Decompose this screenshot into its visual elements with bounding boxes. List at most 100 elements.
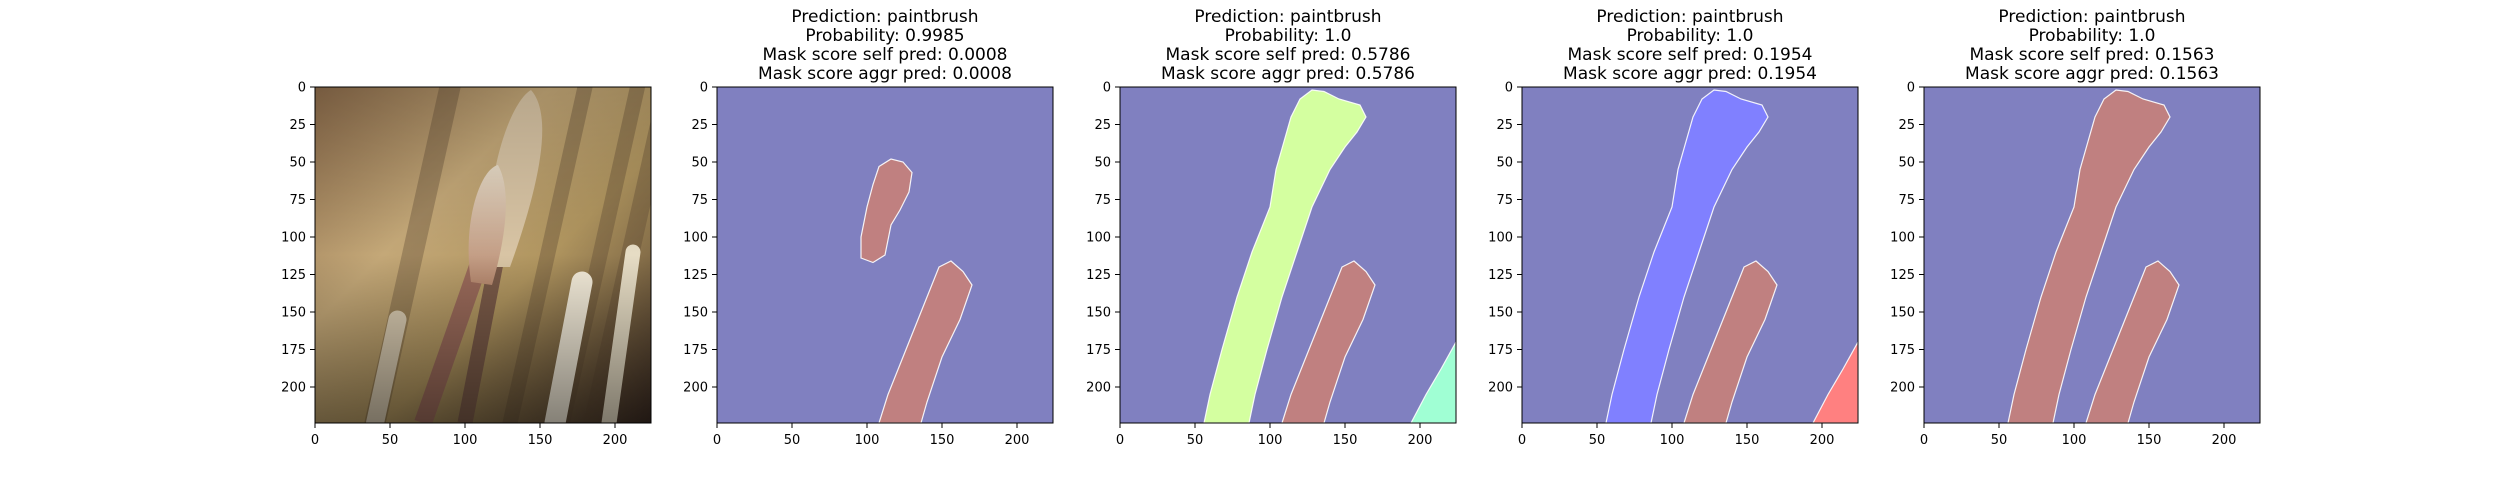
y-tick-label: 150: [1890, 306, 1915, 321]
x-tick-label: 100: [2062, 433, 2087, 448]
y-tick-label: 75: [289, 193, 306, 208]
y-tick-label: 125: [1086, 268, 1111, 283]
y-tick-label: 0: [1907, 81, 1915, 96]
panel-title-line-1: Prediction: paintbrush: [1194, 7, 1381, 27]
y-tick-label: 25: [289, 118, 306, 133]
panel-title-line-3: Mask score self pred: 0.1954: [1568, 45, 1813, 65]
y-tick-label: 150: [683, 306, 708, 321]
y-tick-label: 125: [1890, 268, 1915, 283]
x-tick-label: 0: [1518, 433, 1526, 448]
x-tick-label: 100: [453, 433, 478, 448]
y-tick-label: 100: [1890, 231, 1915, 246]
y-tick-label: 50: [1898, 156, 1915, 171]
y-tick-label: 75: [691, 193, 708, 208]
y-tick-label: 50: [1496, 156, 1513, 171]
panel-title-line-3: Mask score self pred: 0.5786: [1166, 45, 1411, 65]
axes-frame: [716, 86, 1054, 424]
x-tick-label: 200: [603, 433, 628, 448]
y-tick-label: 175: [683, 343, 708, 358]
y-tick-label: 25: [691, 118, 708, 133]
y-tick-label: 200: [1086, 381, 1111, 396]
y-tick-label: 0: [700, 81, 708, 96]
x-tick-label: 0: [713, 433, 721, 448]
y-tick-label: 50: [289, 156, 306, 171]
y-tick-label: 125: [1488, 268, 1513, 283]
y-tick-label: 25: [1094, 118, 1111, 133]
y-tick-label: 75: [1898, 193, 1915, 208]
panel-title-line-4: Mask score aggr pred: 0.1954: [1563, 64, 1817, 84]
mask-region-2: [1281, 260, 1376, 423]
panel-2-image: [717, 87, 1053, 423]
panel-1-image: [315, 87, 651, 423]
panel-4: 0 50 100 150 200 0 25 50 75 100 125 150 175 200 Predic…: [1488, 7, 1859, 448]
x-tick-label: 50: [382, 433, 399, 448]
y-tick-label: 175: [1488, 343, 1513, 358]
y-tick-label: 175: [1086, 343, 1111, 358]
panel-3-image: [1120, 87, 1456, 423]
y-tick-label: 200: [683, 381, 708, 396]
panel-title-line-3: Mask score self pred: 0.0008: [763, 45, 1008, 65]
mask-region-1: [860, 158, 913, 264]
y-tick-label: 75: [1094, 193, 1111, 208]
y-tick-label: 150: [1086, 306, 1111, 321]
panel-5-image: [1924, 87, 2260, 423]
x-tick-label: 100: [1258, 433, 1283, 448]
photo-vignette: [315, 87, 651, 423]
y-tick-label: 50: [1094, 156, 1111, 171]
x-tick-label: 0: [1116, 433, 1124, 448]
panel-2: 0 50 100 150 200 0 25 50 75 100 125 150 175 200 Predic…: [683, 7, 1054, 448]
panel-title-line-1: Prediction: paintbrush: [1596, 7, 1783, 27]
y-tick-label: 125: [281, 268, 306, 283]
y-tick-label: 200: [1488, 381, 1513, 396]
y-tick-label: 100: [683, 231, 708, 246]
panel-title-line-2: Probability: 1.0: [1627, 26, 1754, 46]
axes-frame: [1923, 86, 2261, 424]
x-tick-label: 100: [1660, 433, 1685, 448]
x-tick-label: 0: [311, 433, 319, 448]
x-tick-label: 200: [2212, 433, 2237, 448]
panel-title-line-2: Probability: 0.9985: [805, 26, 964, 46]
y-tick-label: 75: [1496, 193, 1513, 208]
y-tick-label: 175: [1890, 343, 1915, 358]
x-tick-label: 50: [784, 433, 801, 448]
mask-region-3: [1812, 340, 1858, 423]
panel-title-line-3: Mask score self pred: 0.1563: [1970, 45, 2215, 65]
panel-title-line-4: Mask score aggr pred: 0.1563: [1965, 64, 2219, 84]
x-tick-label: 150: [930, 433, 955, 448]
y-tick-label: 125: [683, 268, 708, 283]
y-tick-label: 175: [281, 343, 306, 358]
x-tick-label: 200: [1005, 433, 1030, 448]
panel-title-line-4: Mask score aggr pred: 0.5786: [1161, 64, 1415, 84]
x-tick-label: 100: [855, 433, 880, 448]
x-tick-label: 50: [1187, 433, 1204, 448]
mask-region-1: [2007, 89, 2171, 423]
y-tick-label: 0: [1103, 81, 1111, 96]
x-tick-label: 150: [1333, 433, 1358, 448]
panel-title-line-1: Prediction: paintbrush: [791, 7, 978, 27]
x-tick-label: 200: [1408, 433, 1433, 448]
mask-region-2: [878, 260, 973, 423]
mask-region-1: [1605, 89, 1769, 423]
axes-frame: [1521, 86, 1859, 424]
mask-region-2: [2085, 260, 2180, 423]
x-tick-label: 150: [2137, 433, 2162, 448]
x-tick-label: 50: [1991, 433, 2008, 448]
y-tick-label: 200: [281, 381, 306, 396]
axes-frame: [314, 86, 652, 424]
panel-4-image: [1522, 87, 1858, 423]
y-tick-label: 100: [281, 231, 306, 246]
axes-frame: [1119, 86, 1457, 424]
x-tick-label: 0: [1920, 433, 1928, 448]
mask-region-1: [1203, 89, 1367, 423]
panel-title-line-2: Probability: 1.0: [2029, 26, 2156, 46]
y-tick-label: 100: [1488, 231, 1513, 246]
y-tick-label: 50: [691, 156, 708, 171]
x-tick-label: 50: [1589, 433, 1606, 448]
panel-3: 0 50 100 150 200 0 25 50 75 100 125 150 175 200 Predic…: [1086, 7, 1457, 448]
y-tick-label: 25: [1496, 118, 1513, 133]
x-tick-label: 150: [528, 433, 553, 448]
y-tick-label: 150: [1488, 306, 1513, 321]
panel-5: 0 50 100 150 200 0 25 50 75 100 125 150 175 200 Predic…: [1890, 7, 2261, 448]
y-tick-label: 0: [298, 81, 306, 96]
